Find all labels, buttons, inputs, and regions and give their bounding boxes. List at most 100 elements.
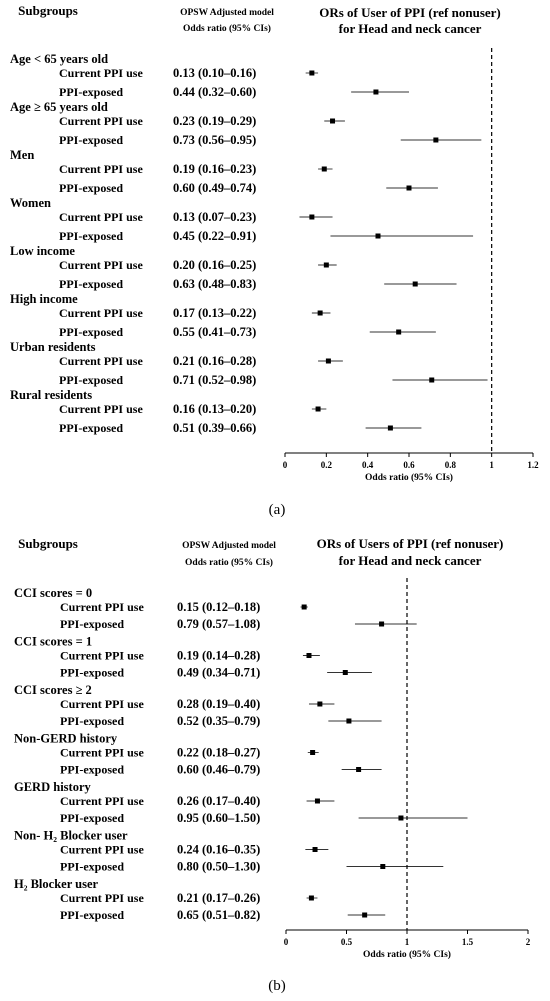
point-estimate	[317, 310, 323, 316]
point-estimate	[321, 166, 327, 172]
subgroup-label: Urban residents	[10, 340, 96, 354]
column-header-odds-ratio: Odds ratio (95% CIs)	[185, 557, 273, 568]
odds-ratio-value: 0.19 (0.14–0.28)	[177, 649, 260, 663]
x-tick-label: 0	[284, 937, 289, 947]
row-label: Current PPI use	[60, 891, 144, 905]
plot-title-line2: for Head and neck cancer	[339, 553, 482, 568]
subgroup-label: High income	[10, 292, 78, 306]
x-axis-label: Odds ratio (95% CIs)	[363, 949, 451, 960]
odds-ratio-value: 0.13 (0.07–0.23)	[173, 210, 256, 224]
point-estimate	[323, 262, 329, 268]
row-label: Current PPI use	[60, 794, 144, 808]
odds-ratio-value: 0.44 (0.32–0.60)	[173, 85, 256, 99]
subgroup-label: H₂ Blocker user	[14, 877, 99, 891]
column-header-subgroups: Subgroups	[18, 3, 78, 18]
point-estimate	[362, 912, 368, 918]
odds-ratio-value: 0.55 (0.41–0.73)	[173, 325, 256, 339]
point-estimate	[356, 767, 362, 772]
subgroup-label: Age ≥ 65 years old	[10, 100, 108, 114]
odds-ratio-value: 0.20 (0.16–0.25)	[173, 258, 256, 272]
row-label: Current PPI use	[60, 697, 144, 711]
odds-ratio-value: 0.80 (0.50–1.30)	[177, 860, 260, 874]
odds-ratio-value: 0.22 (0.18–0.27)	[177, 746, 260, 760]
odds-ratio-value: 0.19 (0.16–0.23)	[173, 162, 256, 176]
x-tick-label: 1	[405, 937, 410, 947]
odds-ratio-value: 0.21 (0.16–0.28)	[173, 354, 256, 368]
subgroup-label: Low income	[10, 244, 75, 258]
point-estimate	[306, 653, 312, 658]
row-label: Current PPI use	[59, 162, 143, 176]
odds-ratio-value: 0.49 (0.34–0.71)	[177, 666, 260, 680]
subgroup-label: Rural residents	[10, 388, 92, 402]
odds-ratio-value: 0.52 (0.35–0.79)	[177, 714, 260, 728]
point-estimate	[380, 864, 386, 869]
odds-ratio-value: 0.24 (0.16–0.35)	[177, 843, 260, 857]
row-label: Current PPI use	[59, 114, 143, 128]
point-estimate	[387, 425, 393, 431]
row-label: Current PPI use	[60, 843, 144, 857]
panel-label: (a)	[269, 502, 286, 518]
odds-ratio-value: 0.51 (0.39–0.66)	[173, 421, 256, 435]
row-label: Current PPI use	[60, 649, 144, 663]
odds-ratio-value: 0.15 (0.12–0.18)	[177, 600, 260, 614]
point-estimate	[406, 185, 412, 191]
row-label: Current PPI use	[60, 600, 144, 614]
odds-ratio-value: 0.73 (0.56–0.95)	[173, 133, 256, 147]
column-header-subgroups: Subgroups	[18, 536, 78, 551]
row-label: Current PPI use	[59, 210, 143, 224]
x-tick-label: 1.5	[462, 937, 474, 947]
plot-title-line1: ORs of Users of PPI (ref nonuser)	[317, 536, 504, 551]
row-label: PPI-exposed	[60, 763, 124, 777]
point-estimate	[310, 750, 316, 755]
point-estimate	[373, 89, 379, 95]
odds-ratio-value: 0.63 (0.48–0.83)	[173, 277, 256, 291]
point-estimate	[433, 137, 439, 143]
row-label: Current PPI use	[60, 746, 144, 760]
odds-ratio-value: 0.17 (0.13–0.22)	[173, 306, 256, 320]
row-label: PPI-exposed	[60, 860, 124, 874]
row-label: PPI-exposed	[60, 714, 124, 728]
plot-title-line2: for Head and neck cancer	[339, 21, 482, 36]
point-estimate	[346, 718, 352, 724]
odds-ratio-value: 0.45 (0.22–0.91)	[173, 229, 256, 243]
forest-panel-b: Subgroups OPSW Adjusted model Odds ratio (…	[14, 536, 531, 994]
x-tick-label: 0.2	[321, 460, 333, 470]
row-label: Current PPI use	[59, 354, 143, 368]
row-label: PPI-exposed	[59, 421, 123, 435]
odds-ratio-value: 0.13 (0.10–0.16)	[173, 66, 256, 80]
row-label: PPI-exposed	[59, 85, 123, 99]
x-tick-label: 1.2	[527, 460, 539, 470]
odds-ratio-value: 0.79 (0.57–1.08)	[177, 617, 260, 631]
row-label: PPI-exposed	[60, 908, 124, 922]
x-tick-label: 0.8	[445, 460, 457, 470]
column-header-model: OPSW Adjusted model	[182, 541, 276, 551]
x-tick-label: 0	[283, 460, 288, 470]
point-estimate	[317, 701, 323, 707]
row-label: PPI-exposed	[59, 325, 123, 339]
row-label: PPI-exposed	[59, 229, 123, 243]
point-estimate	[308, 895, 314, 901]
odds-ratio-value: 0.65 (0.51–0.82)	[177, 908, 260, 922]
forest-panel-a: Subgroups OPSW Adjusted model Odds ratio (…	[10, 3, 539, 518]
odds-ratio-value: 0.16 (0.13–0.20)	[173, 402, 256, 416]
row-label: PPI-exposed	[59, 133, 123, 147]
subgroup-label: Age < 65 years old	[10, 52, 108, 66]
row-label: PPI-exposed	[59, 373, 123, 387]
odds-ratio-value: 0.60 (0.46–0.79)	[177, 763, 260, 777]
odds-ratio-value: 0.26 (0.17–0.40)	[177, 794, 260, 808]
row-label: PPI-exposed	[59, 277, 123, 291]
point-estimate	[309, 214, 315, 220]
point-estimate	[325, 358, 331, 364]
odds-ratio-value: 0.21 (0.17–0.26)	[177, 891, 260, 905]
odds-ratio-value: 0.23 (0.19–0.29)	[173, 114, 256, 128]
row-label: Current PPI use	[59, 66, 143, 80]
point-estimate	[396, 329, 402, 335]
x-tick-label: 2	[526, 937, 531, 947]
point-estimate	[379, 621, 385, 627]
point-estimate	[312, 847, 318, 852]
x-tick-label: 0.4	[362, 460, 374, 470]
point-estimate	[330, 118, 336, 124]
x-axis-label: Odds ratio (95% CIs)	[365, 472, 453, 483]
x-tick-label: 0.6	[403, 460, 415, 470]
